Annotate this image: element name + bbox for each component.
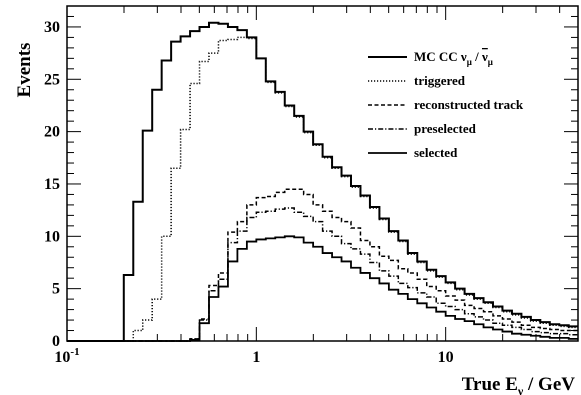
x-axis-title-sub: ν bbox=[517, 384, 524, 395]
series-reco bbox=[67, 188, 578, 342]
y-axis-ticks: 0 5 10 15 20 25 30 bbox=[44, 15, 578, 350]
x-tick-label: 10 bbox=[438, 349, 454, 366]
series-mc bbox=[67, 21, 578, 342]
y-tick-label: 25 bbox=[44, 71, 60, 88]
legend-label: MC CC νμ / νμ bbox=[414, 49, 493, 67]
y-tick-label: 5 bbox=[52, 281, 60, 298]
y-tick-label: 30 bbox=[44, 19, 60, 36]
series-presel bbox=[67, 207, 578, 342]
y-tick-label: 20 bbox=[44, 124, 60, 141]
x-axis-title-main: True E bbox=[462, 374, 518, 395]
legend-label: triggered bbox=[414, 73, 466, 88]
x-axis-title-unit: / GeV bbox=[523, 374, 575, 395]
y-tick-label: 10 bbox=[44, 228, 60, 245]
y-axis-title: Events bbox=[14, 43, 35, 98]
y-tick-label: 0 bbox=[52, 333, 60, 350]
y-tick-label: 15 bbox=[44, 176, 60, 193]
x-axis-ticks: 10-1 1 10 bbox=[54, 6, 579, 366]
legend-label: reconstructed track bbox=[414, 97, 524, 112]
x-tick-label: 10-1 bbox=[54, 346, 79, 366]
x-axis-title: True Eν / GeV bbox=[462, 374, 575, 395]
legend: MC CC νμ / νμ triggered reconstructed trac… bbox=[368, 49, 524, 160]
legend-label: preselected bbox=[414, 121, 477, 136]
series-layer bbox=[67, 21, 578, 342]
x-tick-label: 1 bbox=[252, 349, 260, 366]
series-selected bbox=[67, 235, 578, 342]
legend-label: selected bbox=[414, 145, 458, 160]
